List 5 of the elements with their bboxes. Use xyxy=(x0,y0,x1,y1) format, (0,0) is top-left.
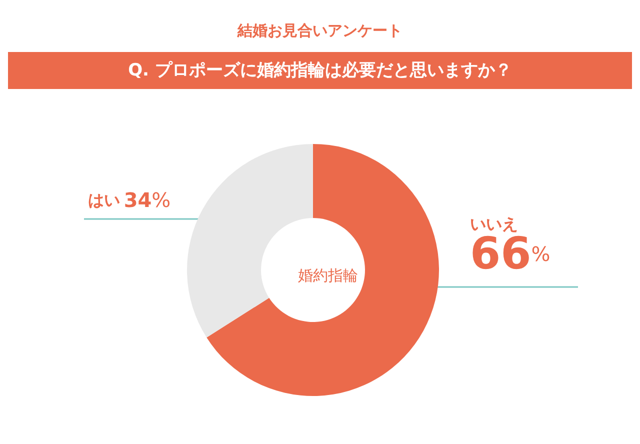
chart-subtitle: Q. プロポーズに婚約指輪は必要だと思いますか？ xyxy=(128,60,512,80)
data-label: 34% xyxy=(124,188,171,212)
text: 婚約指輪 xyxy=(298,266,358,284)
chart-title: 結婚お見合いアンケート xyxy=(236,22,402,40)
slice-label: はい xyxy=(88,190,120,210)
